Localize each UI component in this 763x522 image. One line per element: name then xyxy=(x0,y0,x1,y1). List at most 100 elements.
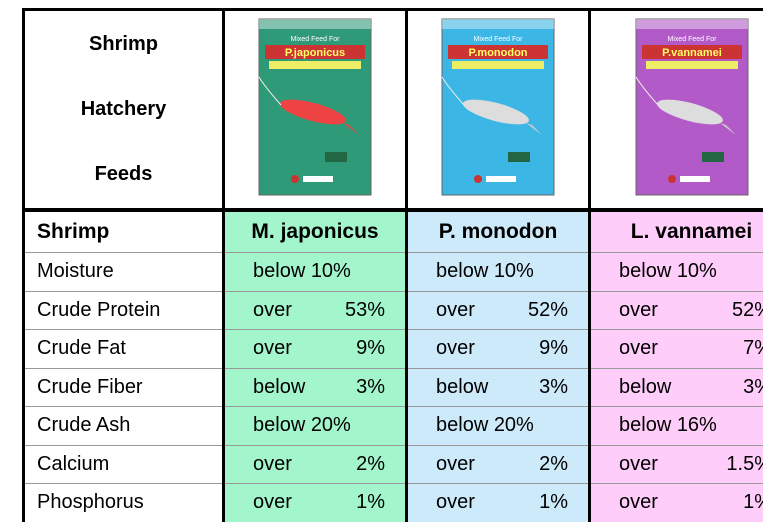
value-cell: over 1% xyxy=(407,484,590,522)
value-qualifier: over xyxy=(253,491,292,514)
value-text: below 10% xyxy=(225,260,405,283)
value-amount: 1% xyxy=(539,491,568,514)
row-label: Crude Ash xyxy=(24,407,224,446)
value-qualifier: over xyxy=(436,337,475,360)
value-amount: 52% xyxy=(528,299,568,322)
value-amount: 52% xyxy=(732,299,763,322)
value-qualifier: over xyxy=(253,337,292,360)
value-split: over 52% xyxy=(591,299,763,322)
bag-band xyxy=(442,19,554,29)
value-qualifier: over xyxy=(619,491,658,514)
value-amount: 2% xyxy=(356,453,385,476)
value-amount: 9% xyxy=(356,337,385,360)
header-cell: P. monodon xyxy=(407,210,590,253)
value-amount: 3% xyxy=(356,376,385,399)
header-cell: M. japonicus xyxy=(224,210,407,253)
row-label: Phosphorus xyxy=(24,484,224,522)
value-split: over 1% xyxy=(225,491,405,514)
value-cell: below 10% xyxy=(590,253,763,292)
value-cell: over 2% xyxy=(224,445,407,484)
title-line: Feeds xyxy=(25,142,222,207)
value-cell: below 20% xyxy=(407,407,590,446)
value-qualifier: over xyxy=(436,453,475,476)
title-line: Hatchery xyxy=(25,77,222,142)
value-qualifier: over xyxy=(619,337,658,360)
value-amount: 9% xyxy=(539,337,568,360)
value-qualifier: over xyxy=(436,491,475,514)
value-split: over 9% xyxy=(408,337,588,360)
value-cell: over 9% xyxy=(407,330,590,369)
bag-sub-band xyxy=(269,61,361,69)
bag-product: P.japonicus xyxy=(285,47,345,59)
value-amount: 1% xyxy=(743,491,763,514)
bag-heading: Mixed Feed For xyxy=(290,36,340,43)
feed-bag: Mixed Feed ForP.monodon xyxy=(438,17,558,197)
row-label: Crude Protein xyxy=(24,291,224,330)
bag-box xyxy=(325,152,347,162)
value-qualifier: below xyxy=(619,376,671,399)
bag-sub-band xyxy=(452,61,544,69)
bag-logo-text xyxy=(486,176,516,182)
bag-logo xyxy=(474,175,482,183)
value-cell: below 10% xyxy=(224,253,407,292)
value-split: over 52% xyxy=(408,299,588,322)
value-qualifier: below xyxy=(253,376,305,399)
bag-logo-text xyxy=(303,176,333,182)
bag-box xyxy=(508,152,530,162)
value-cell: over 1% xyxy=(590,484,763,522)
image-row: ShrimpHatcheryFeeds Mixed Feed For P.japon… xyxy=(24,10,763,211)
value-qualifier: over xyxy=(619,453,658,476)
value-cell: over 9% xyxy=(224,330,407,369)
value-amount: 3% xyxy=(743,376,763,399)
feed-bag: Mixed Feed For P.japonicus xyxy=(255,17,375,197)
value-qualifier: over xyxy=(253,453,292,476)
value-split: over 1% xyxy=(591,491,763,514)
value-cell: over 7% xyxy=(590,330,763,369)
value-text: below 10% xyxy=(591,260,763,283)
value-qualifier: over xyxy=(619,299,658,322)
value-text: below 20% xyxy=(225,414,405,437)
value-qualifier: over xyxy=(436,299,475,322)
row-label: Crude Fiber xyxy=(24,368,224,407)
bag-box xyxy=(702,152,724,162)
value-text: below 10% xyxy=(408,260,588,283)
value-qualifier: over xyxy=(253,299,292,322)
value-amount: 7% xyxy=(743,337,763,360)
bag-sub-band xyxy=(646,61,738,69)
row-label: Moisture xyxy=(24,253,224,292)
bag-logo xyxy=(668,175,676,183)
value-cell: below 3% xyxy=(224,368,407,407)
value-cell: below 20% xyxy=(224,407,407,446)
page: {"title_lines": ["Shrimp", "Hatchery", "… xyxy=(0,0,763,522)
header-cell: L. vannamei xyxy=(590,210,763,253)
title-line: Shrimp xyxy=(25,12,222,77)
value-split: over 7% xyxy=(591,337,763,360)
value-cell: below 10% xyxy=(407,253,590,292)
value-text: below 16% xyxy=(591,414,763,437)
value-cell: below 16% xyxy=(590,407,763,446)
value-amount: 1% xyxy=(356,491,385,514)
header-cell: Shrimp xyxy=(24,210,224,253)
value-text: below 20% xyxy=(408,414,588,437)
bag-heading: Mixed Feed For xyxy=(473,36,523,43)
data-row: Phosphorus over 1% over 1% over 1% xyxy=(24,484,763,522)
value-amount: 3% xyxy=(539,376,568,399)
